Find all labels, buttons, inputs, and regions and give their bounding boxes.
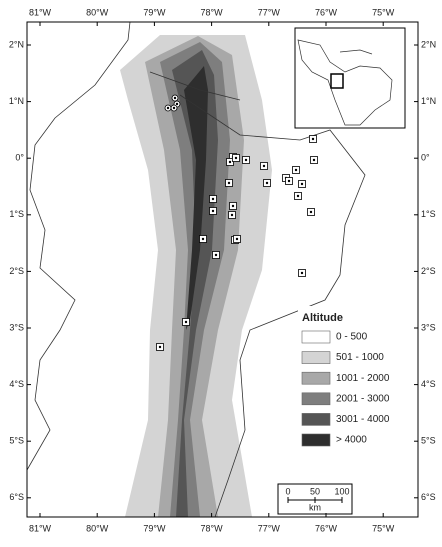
legend-swatch	[301, 413, 331, 426]
lon-label: 78°W	[201, 523, 224, 533]
lat-label: 5°S	[421, 436, 436, 446]
lat-label: 6°S	[9, 492, 24, 502]
legend-label: 501 - 1000	[336, 352, 384, 363]
site-dot	[287, 179, 291, 183]
sites	[156, 94, 318, 351]
legend-swatch	[301, 433, 331, 447]
site-dot	[173, 96, 177, 100]
site-dot	[201, 237, 205, 241]
lon-label: 75°W	[372, 523, 395, 533]
border	[179, 94, 366, 518]
lon-label: 81°W	[29, 523, 52, 533]
lat-label: 2°N	[421, 39, 436, 49]
lat-label: 1°N	[421, 96, 436, 106]
lon-label: 76°W	[315, 523, 338, 533]
lat-label: 4°S	[421, 379, 436, 389]
site-dot	[244, 158, 248, 162]
site-dot	[294, 168, 298, 172]
inset-map	[294, 27, 406, 129]
inset-land	[297, 39, 393, 126]
legend-items: 0 - 500 501 - 1000 1001 - 2000 2001 - 3000 3…	[301, 330, 390, 447]
site-dot	[231, 204, 235, 208]
lat-label: 1°S	[421, 209, 436, 219]
altitude-over-4000	[184, 66, 208, 330]
lon-label: 76°W	[315, 7, 338, 17]
lon-label: 81°W	[29, 7, 52, 17]
lat-label: 2°N	[9, 39, 24, 49]
legend-title: Altitude	[302, 312, 343, 324]
site-dot	[166, 106, 170, 110]
lon-label: 77°W	[258, 7, 281, 17]
site-dot	[300, 182, 304, 186]
site-dot	[214, 253, 218, 257]
legend-swatch	[301, 351, 331, 364]
lat-label: 2°S	[421, 266, 436, 276]
site-dot	[300, 271, 304, 275]
site-dot	[311, 137, 315, 141]
lon-label: 79°W	[143, 7, 166, 17]
lat-label: 5°S	[9, 436, 24, 446]
site-dot	[265, 181, 269, 185]
site-dot	[312, 158, 316, 162]
legend-label: 2001 - 3000	[336, 393, 390, 404]
site-dot	[172, 106, 176, 110]
lat-label: 1°S	[9, 209, 24, 219]
coastline	[26, 21, 131, 471]
site-dot	[262, 164, 266, 168]
lon-label: 80°W	[86, 7, 109, 17]
lat-label: 3°S	[421, 322, 436, 332]
site-dot	[230, 213, 234, 217]
scale-unit: km	[309, 502, 321, 512]
lon-label: 75°W	[372, 7, 395, 17]
lon-label: 79°W	[143, 523, 166, 533]
site-dot	[158, 345, 162, 349]
site-dot	[175, 102, 179, 106]
lat-label: 1°N	[9, 96, 24, 106]
inset-highlight	[330, 73, 344, 89]
lat-label: 0°	[421, 153, 430, 163]
legend-label: 1001 - 2000	[336, 373, 390, 384]
site-dot	[235, 237, 239, 241]
legend-swatch	[301, 330, 331, 344]
site-dot	[309, 210, 313, 214]
map-border	[26, 21, 419, 518]
site-dot	[211, 209, 215, 213]
legend-label: 3001 - 4000	[336, 414, 390, 425]
site-dot	[228, 160, 232, 164]
legend-label: 0 - 500	[336, 332, 368, 343]
lon-label: 77°W	[258, 523, 281, 533]
lat-label: 0°	[15, 153, 24, 163]
scale-label: 50	[310, 486, 320, 496]
border-north	[149, 71, 241, 101]
scale-bar: 0 50 100 km	[277, 483, 353, 515]
site-dot	[211, 197, 215, 201]
lat-label: 4°S	[9, 379, 24, 389]
lon-label: 78°W	[201, 7, 224, 17]
site-dot	[234, 156, 238, 160]
site-dot	[227, 181, 231, 185]
site-dot	[296, 194, 300, 198]
site-dot	[184, 320, 188, 324]
lon-label: 80°W	[86, 523, 109, 533]
scale-label: 100	[334, 486, 349, 496]
legend-swatch	[301, 392, 331, 406]
lat-label: 3°S	[9, 322, 24, 332]
legend-label: > 4000	[336, 435, 367, 446]
lat-label: 2°S	[9, 266, 24, 276]
legend: Altitude 0 - 500 501 - 1000 1001 - 2000 200…	[298, 306, 410, 454]
legend-swatch	[301, 371, 331, 385]
inset-islands	[339, 49, 373, 55]
lat-label: 6°S	[421, 492, 436, 502]
scale-label: 0	[285, 486, 290, 496]
